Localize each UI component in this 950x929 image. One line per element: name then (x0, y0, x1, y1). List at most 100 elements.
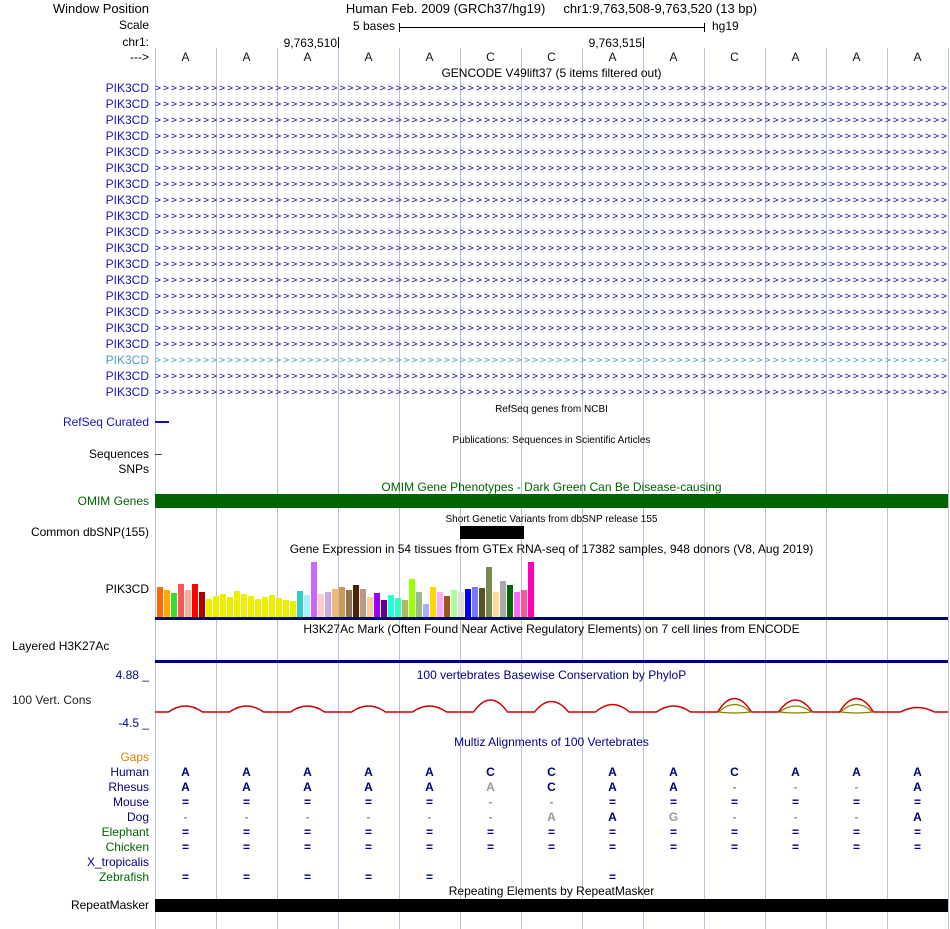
gtex-tissue-bar[interactable] (339, 587, 345, 617)
gtex-tissue-bar[interactable] (507, 585, 513, 617)
gaps-label[interactable]: Gaps (120, 750, 149, 764)
gtex-tissue-bar[interactable] (178, 584, 184, 617)
gtex-tissue-bar[interactable] (409, 579, 415, 617)
gtex-tissue-bar[interactable] (157, 587, 163, 617)
transcript-gene-label[interactable]: PIK3CD (105, 81, 149, 95)
gtex-tissue-bar[interactable] (423, 604, 429, 617)
transcript-intron-arrows[interactable]: >>>>>>>>>>>>>>>>>>>>>>>>>>>>>>>>>>>>>>>>… (155, 291, 948, 302)
species-label[interactable]: Dog (126, 810, 149, 824)
transcript-intron-arrows[interactable]: >>>>>>>>>>>>>>>>>>>>>>>>>>>>>>>>>>>>>>>>… (155, 195, 948, 206)
species-label[interactable]: Human (110, 765, 149, 779)
gtex-tissue-bar[interactable] (276, 598, 282, 617)
repeatmasker-element-bar[interactable] (155, 899, 948, 912)
gtex-tissue-bar[interactable] (416, 592, 422, 617)
omim-genes-label[interactable]: OMIM Genes (77, 494, 149, 508)
snps-label[interactable]: SNPs (118, 462, 149, 476)
gtex-tissue-bar[interactable] (367, 597, 373, 617)
gtex-tissue-bar[interactable] (479, 588, 485, 617)
gencode-track-title[interactable]: GENCODE V49lift37 (5 items filtered out) (441, 66, 662, 80)
gtex-tissue-bar[interactable] (213, 596, 219, 617)
gtex-tissue-bar[interactable] (241, 594, 247, 617)
transcript-intron-arrows[interactable]: >>>>>>>>>>>>>>>>>>>>>>>>>>>>>>>>>>>>>>>>… (155, 339, 948, 350)
gtex-tissue-bar[interactable] (521, 590, 527, 617)
transcript-intron-arrows[interactable]: >>>>>>>>>>>>>>>>>>>>>>>>>>>>>>>>>>>>>>>>… (155, 307, 948, 318)
transcript-intron-arrows[interactable]: >>>>>>>>>>>>>>>>>>>>>>>>>>>>>>>>>>>>>>>>… (155, 83, 948, 94)
transcript-gene-label[interactable]: PIK3CD (105, 177, 149, 191)
gtex-tissue-bar[interactable] (206, 599, 212, 617)
gtex-tissue-bar[interactable] (255, 599, 261, 617)
dbsnp-track-title[interactable]: Short Genetic Variants from dbSNP releas… (445, 514, 658, 525)
transcript-gene-label[interactable]: PIK3CD (105, 353, 149, 367)
transcript-intron-arrows[interactable]: >>>>>>>>>>>>>>>>>>>>>>>>>>>>>>>>>>>>>>>>… (155, 227, 948, 238)
transcript-gene-label[interactable]: PIK3CD (105, 113, 149, 127)
transcript-gene-label[interactable]: PIK3CD (105, 369, 149, 383)
transcript-intron-arrows[interactable]: >>>>>>>>>>>>>>>>>>>>>>>>>>>>>>>>>>>>>>>>… (155, 211, 948, 222)
gtex-tissue-bar[interactable] (444, 596, 450, 617)
dbsnp-variant-box[interactable] (460, 526, 524, 539)
transcript-gene-label[interactable]: PIK3CD (105, 161, 149, 175)
transcript-intron-arrows[interactable]: >>>>>>>>>>>>>>>>>>>>>>>>>>>>>>>>>>>>>>>>… (155, 99, 948, 110)
transcript-gene-label[interactable]: PIK3CD (105, 209, 149, 223)
transcript-intron-arrows[interactable]: >>>>>>>>>>>>>>>>>>>>>>>>>>>>>>>>>>>>>>>>… (155, 163, 948, 174)
transcript-gene-label[interactable]: PIK3CD (105, 241, 149, 255)
gtex-tissue-bar[interactable] (290, 601, 296, 617)
transcript-intron-arrows[interactable]: >>>>>>>>>>>>>>>>>>>>>>>>>>>>>>>>>>>>>>>>… (155, 259, 948, 270)
gtex-tissue-bar[interactable] (283, 600, 289, 617)
gtex-tissue-bar[interactable] (353, 585, 359, 617)
gtex-tissue-bar[interactable] (297, 591, 303, 617)
gtex-tissue-bar[interactable] (437, 592, 443, 617)
transcript-intron-arrows[interactable]: >>>>>>>>>>>>>>>>>>>>>>>>>>>>>>>>>>>>>>>>… (155, 371, 948, 382)
gtex-tissue-bar[interactable] (311, 562, 317, 617)
transcript-gene-label[interactable]: PIK3CD (105, 225, 149, 239)
transcript-intron-arrows[interactable]: >>>>>>>>>>>>>>>>>>>>>>>>>>>>>>>>>>>>>>>>… (155, 179, 948, 190)
gtex-tissue-bar[interactable] (500, 581, 506, 617)
repeatmasker-track-title[interactable]: Repeating Elements by RepeatMasker (448, 884, 655, 898)
repeatmasker-label[interactable]: RepeatMasker (70, 898, 149, 912)
transcript-gene-label[interactable]: PIK3CD (105, 321, 149, 335)
gtex-tissue-bar[interactable] (185, 590, 191, 617)
transcript-gene-label[interactable]: PIK3CD (105, 193, 149, 207)
gtex-tissue-bar[interactable] (472, 587, 478, 617)
species-label[interactable]: Mouse (112, 795, 149, 809)
gtex-tissue-bar[interactable] (171, 593, 177, 617)
gtex-tissue-bar[interactable] (395, 598, 401, 617)
publications-track-title[interactable]: Publications: Sequences in Scientific Ar… (452, 435, 651, 446)
transcript-gene-label[interactable]: PIK3CD (105, 337, 149, 351)
gtex-tissue-bar[interactable] (528, 562, 534, 617)
species-label[interactable]: Chicken (105, 840, 149, 854)
transcript-intron-arrows[interactable]: >>>>>>>>>>>>>>>>>>>>>>>>>>>>>>>>>>>>>>>>… (155, 131, 948, 142)
transcript-intron-arrows[interactable]: >>>>>>>>>>>>>>>>>>>>>>>>>>>>>>>>>>>>>>>>… (155, 147, 948, 158)
gtex-tissue-bar[interactable] (332, 589, 338, 617)
gtex-tissue-bar[interactable] (430, 587, 436, 617)
transcript-gene-label[interactable]: PIK3CD (105, 129, 149, 143)
gtex-tissue-bar[interactable] (199, 592, 205, 617)
species-label[interactable]: Rhesus (108, 780, 149, 794)
transcript-intron-arrows[interactable]: >>>>>>>>>>>>>>>>>>>>>>>>>>>>>>>>>>>>>>>>… (155, 243, 948, 254)
gtex-tissue-bar[interactable] (234, 591, 240, 617)
gtex-track-title[interactable]: Gene Expression in 54 tissues from GTEx … (289, 542, 814, 556)
phylop-track-title[interactable]: 100 vertebrates Basewise Conservation by… (416, 668, 687, 682)
gtex-tissue-bar[interactable] (402, 600, 408, 617)
transcript-intron-arrows[interactable]: >>>>>>>>>>>>>>>>>>>>>>>>>>>>>>>>>>>>>>>>… (155, 275, 948, 286)
sequences-label[interactable]: Sequences (88, 447, 149, 461)
gtex-tissue-bar[interactable] (346, 590, 352, 617)
gtex-tissue-bar[interactable] (458, 592, 464, 617)
gtex-tissue-bar[interactable] (381, 600, 387, 617)
gtex-tissue-bar[interactable] (388, 595, 394, 617)
gtex-gene-label[interactable]: PIK3CD (105, 582, 149, 596)
gtex-tissue-bar[interactable] (262, 597, 268, 617)
gtex-tissue-bar[interactable] (493, 592, 499, 617)
species-label[interactable]: Elephant (101, 825, 149, 839)
species-label[interactable]: X_tropicalis (86, 855, 149, 869)
gtex-tissue-bar[interactable] (227, 597, 233, 617)
species-label[interactable]: Zebrafish (98, 870, 149, 884)
gtex-tissue-bar[interactable] (248, 596, 254, 617)
omim-track-title[interactable]: OMIM Gene Phenotypes - Dark Green Can Be… (381, 480, 722, 494)
gtex-tissue-bar[interactable] (374, 593, 380, 617)
layered-h3k27ac-label[interactable]: Layered H3K27Ac (12, 639, 110, 653)
refseq-track-title[interactable]: RefSeq genes from NCBI (495, 404, 608, 415)
gtex-tissue-bar[interactable] (360, 589, 366, 617)
transcript-gene-label[interactable]: PIK3CD (105, 257, 149, 271)
multiz-track-title[interactable]: Multiz Alignments of 100 Vertebrates (454, 735, 649, 749)
transcript-gene-label[interactable]: PIK3CD (105, 97, 149, 111)
